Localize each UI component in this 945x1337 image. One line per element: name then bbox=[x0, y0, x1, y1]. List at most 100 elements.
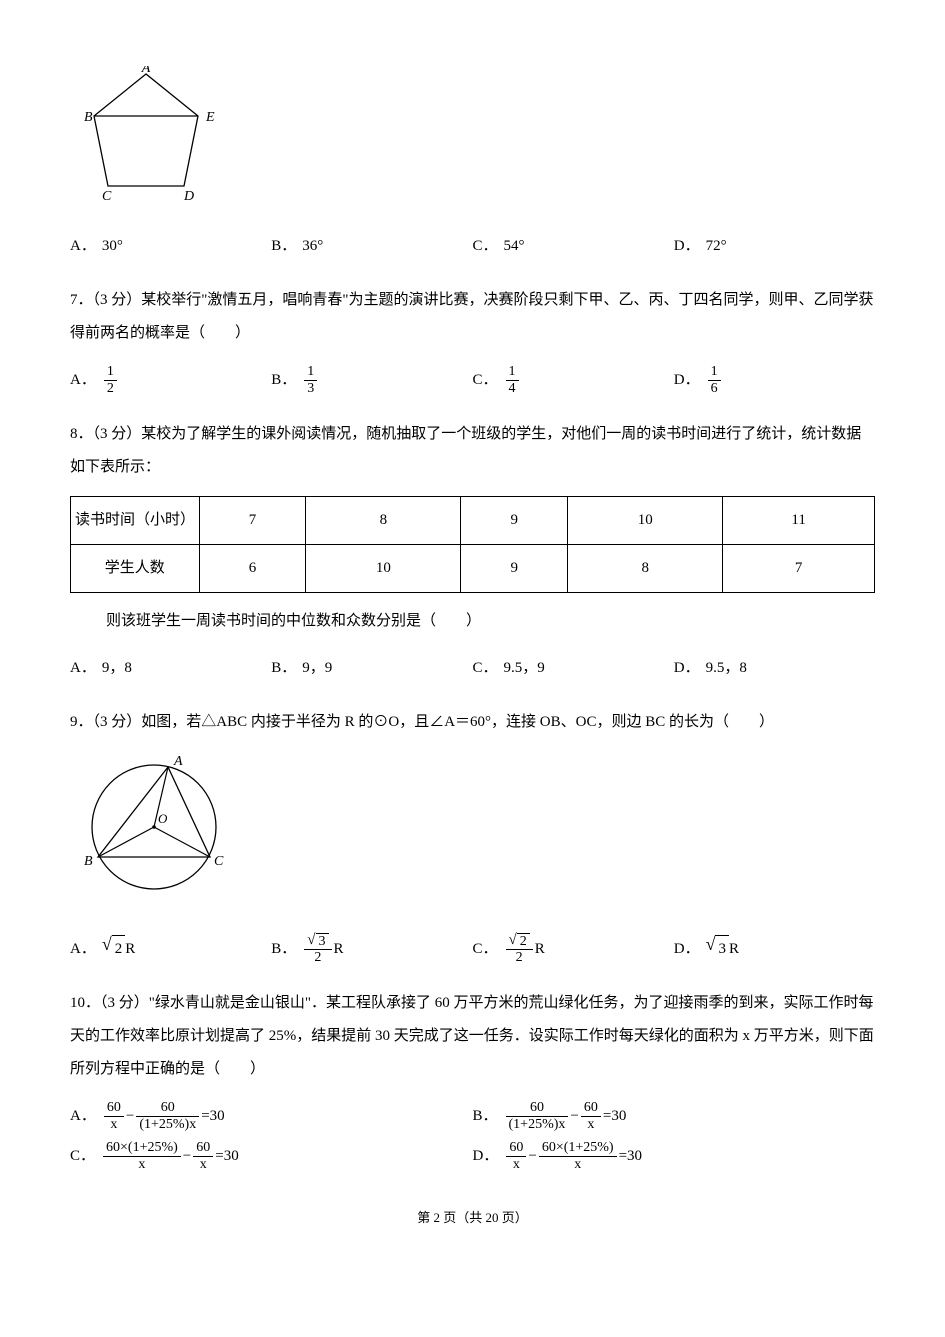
q9-option-b: B． √3 2 R bbox=[271, 929, 472, 969]
q8-option-d: D．9.5，8 bbox=[674, 648, 875, 688]
table-cell: 8 bbox=[306, 497, 461, 545]
q-body: 如图，若△ABC 内接于半径为 R 的⊙O，且∠A＝60°，连接 OB、OC，则… bbox=[141, 714, 774, 730]
q7-options: A． 12 B． 13 C． 14 D． 16 bbox=[70, 360, 875, 400]
rhs: =30 bbox=[603, 1103, 626, 1130]
vertex-c-label: C bbox=[214, 854, 224, 869]
option-value: 30° bbox=[102, 233, 123, 260]
option-value: 9.5，8 bbox=[706, 655, 747, 682]
vertex-b-label: B bbox=[84, 854, 93, 869]
option-label: C． bbox=[473, 936, 498, 963]
option-label: C． bbox=[473, 655, 498, 682]
sqrt-expr: √2 bbox=[102, 935, 125, 963]
option-value: 54° bbox=[504, 233, 525, 260]
fraction: √3 2 bbox=[304, 933, 331, 966]
option-label: A． bbox=[70, 233, 96, 260]
q10-options: A． 60x − 60(1+25%)x =30 B． 60(1+25%)x − … bbox=[70, 1096, 875, 1176]
pentagon-svg: A B E C D bbox=[76, 66, 236, 206]
fraction: 14 bbox=[506, 364, 519, 396]
option-label: B． bbox=[473, 1103, 498, 1130]
fraction: 60×(1+25%)x bbox=[539, 1140, 617, 1172]
q-points: （3 分） bbox=[100, 995, 149, 1011]
fraction: 16 bbox=[708, 364, 721, 396]
q6-option-d: D．72° bbox=[674, 226, 875, 266]
q9-option-c: C． √2 2 R bbox=[473, 929, 674, 969]
q-body: 某校为了解学生的课外阅读情况，随机抽取了一个班级的学生，对他们一周的读书时间进行… bbox=[70, 426, 861, 475]
option-label: D． bbox=[674, 936, 700, 963]
q10-option-d: D． 60x − 60×(1+25%)x =30 bbox=[473, 1136, 876, 1176]
option-label: D． bbox=[674, 655, 700, 682]
q6-options: A． 30° B． 36° C．54° D．72° bbox=[70, 226, 875, 266]
fraction: 60×(1+25%)x bbox=[103, 1140, 181, 1172]
option-label: C． bbox=[473, 367, 498, 394]
center-o-label: O bbox=[158, 811, 168, 826]
option-label: B． bbox=[271, 936, 296, 963]
fraction: 60x bbox=[104, 1100, 124, 1132]
q8-option-a: A．9，8 bbox=[70, 648, 271, 688]
option-label: A． bbox=[70, 655, 96, 682]
q7-option-d: D． 16 bbox=[674, 360, 875, 400]
table-cell: 8 bbox=[568, 545, 723, 593]
q8-options: A．9，8 B．9，9 C．9.5，9 D．9.5，8 bbox=[70, 648, 875, 688]
vertex-e-label: E bbox=[205, 110, 215, 125]
fraction: 12 bbox=[104, 364, 117, 396]
question-10: 10．（3 分）"绿水青山就是金山银山"．某工程队承接了 60 万平方米的荒山绿… bbox=[70, 987, 875, 1176]
table-row: 学生人数 6 10 9 8 7 bbox=[71, 545, 875, 593]
q-body: "绿水青山就是金山银山"．某工程队承接了 60 万平方米的荒山绿化任务，为了迎接… bbox=[70, 995, 874, 1077]
q6-option-a: A． 30° bbox=[70, 226, 271, 266]
option-value: 72° bbox=[706, 233, 727, 260]
table-cell: 7 bbox=[199, 497, 306, 545]
option-label: B． bbox=[271, 367, 296, 394]
rhs: =30 bbox=[215, 1143, 238, 1170]
q8-text-a: 8．（3 分）某校为了解学生的课外阅读情况，随机抽取了一个班级的学生，对他们一周… bbox=[70, 418, 875, 484]
q7-option-b: B． 13 bbox=[271, 360, 472, 400]
q7-text: 7．（3 分）某校举行"激情五月，唱响青春"为主题的演讲比赛，决赛阶段只剩下甲、… bbox=[70, 284, 875, 350]
pentagon-figure: A B E C D bbox=[76, 66, 875, 216]
q-number: 10 bbox=[70, 995, 85, 1011]
fraction: 60x bbox=[506, 1140, 526, 1172]
option-label: A． bbox=[70, 936, 96, 963]
table-row: 读书时间（小时） 7 8 9 10 11 bbox=[71, 497, 875, 545]
circle-svg: A B C O bbox=[76, 749, 236, 909]
row-header: 读书时间（小时） bbox=[71, 497, 200, 545]
page-footer: 第 2 页（共 20 页） bbox=[70, 1206, 875, 1229]
q10-option-b: B． 60(1+25%)x − 60x =30 bbox=[473, 1096, 876, 1136]
fraction: 60x bbox=[581, 1100, 601, 1132]
vertex-c-label: C bbox=[102, 189, 112, 204]
q6-option-c: C．54° bbox=[473, 226, 674, 266]
q10-option-a: A． 60x − 60(1+25%)x =30 bbox=[70, 1096, 473, 1136]
table-cell: 9 bbox=[461, 545, 568, 593]
table-cell: 10 bbox=[306, 545, 461, 593]
vertex-a-label: A bbox=[173, 754, 183, 769]
option-label: A． bbox=[70, 367, 96, 394]
q10-text: 10．（3 分）"绿水青山就是金山银山"．某工程队承接了 60 万平方米的荒山绿… bbox=[70, 987, 875, 1086]
option-label: D． bbox=[473, 1143, 499, 1170]
table-cell: 10 bbox=[568, 497, 723, 545]
fraction: √2 2 bbox=[506, 933, 533, 966]
reading-time-table: 读书时间（小时） 7 8 9 10 11 学生人数 6 10 9 8 7 bbox=[70, 496, 875, 593]
row-header: 学生人数 bbox=[71, 545, 200, 593]
option-value: 36° bbox=[302, 233, 323, 260]
vertex-d-label: D bbox=[183, 189, 194, 204]
question-6-continued: A B E C D A． 30° B． 36° C．54° D．72° bbox=[70, 66, 875, 266]
q-number: 7 bbox=[70, 292, 78, 308]
q9-option-d: D． √3R bbox=[674, 929, 875, 969]
option-label: D． bbox=[674, 367, 700, 394]
sqrt-expr: √3 bbox=[706, 935, 729, 963]
option-label: C． bbox=[70, 1143, 95, 1170]
circle-triangle-figure: A B C O bbox=[76, 749, 875, 919]
question-9: 9．（3 分）如图，若△ABC 内接于半径为 R 的⊙O，且∠A＝60°，连接 … bbox=[70, 706, 875, 969]
option-label: B． bbox=[271, 655, 296, 682]
table-cell: 7 bbox=[723, 545, 875, 593]
fraction: 13 bbox=[304, 364, 317, 396]
q9-text: 9．（3 分）如图，若△ABC 内接于半径为 R 的⊙O，且∠A＝60°，连接 … bbox=[70, 706, 875, 739]
option-value: 9.5，9 bbox=[504, 655, 545, 682]
q9-options: A． √2R B． √3 2 R C． √2 2 R D． √3R bbox=[70, 929, 875, 969]
table-cell: 9 bbox=[461, 497, 568, 545]
q10-option-c: C． 60×(1+25%)x − 60x =30 bbox=[70, 1136, 473, 1176]
q7-option-c: C． 14 bbox=[473, 360, 674, 400]
option-label: B． bbox=[271, 233, 296, 260]
rhs: =30 bbox=[619, 1143, 642, 1170]
option-value: 9，8 bbox=[102, 655, 132, 682]
vertex-b-label: B bbox=[84, 110, 93, 125]
q-number: 9 bbox=[70, 714, 78, 730]
